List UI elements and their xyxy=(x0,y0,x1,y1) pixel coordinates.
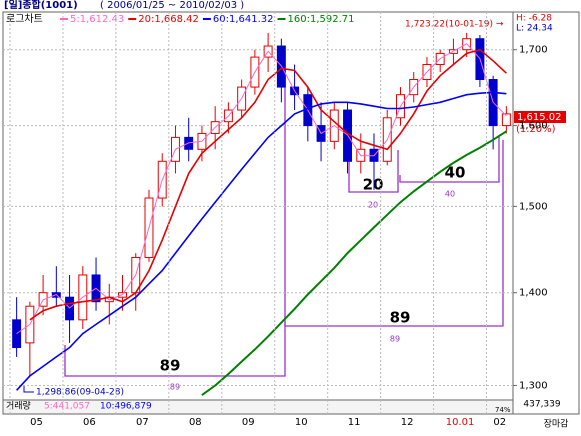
y-tick-label: 1,600 xyxy=(519,121,548,132)
cycle-label-small: 40 xyxy=(445,190,455,199)
right-axis-panel xyxy=(512,11,580,415)
ma-line xyxy=(29,48,507,321)
low-note-arrow xyxy=(23,386,34,393)
volume-ma10: 10:496,879 xyxy=(100,402,152,412)
volume-ratio: 74% xyxy=(495,406,511,414)
low-diff: L: 24.34 xyxy=(516,24,553,34)
y-tick-label: 1,700 xyxy=(519,45,548,56)
low-note: 1,298.86(09-04-28) xyxy=(36,388,124,398)
y-tick-label: 1,400 xyxy=(519,288,548,299)
y-tick-label: 1,300 xyxy=(519,380,548,391)
cycle-label: 89 xyxy=(390,309,411,327)
last-price-box xyxy=(514,111,566,123)
y-tick-label: 1,500 xyxy=(519,201,548,212)
high-diff: H: -6.28 xyxy=(516,14,552,24)
legend-entry: 20:1,668.42 xyxy=(138,14,199,25)
volume-ma5: 5:441,057 xyxy=(44,402,90,412)
cycle-label-small: 89 xyxy=(390,335,400,344)
cycle-label: 89 xyxy=(160,357,181,375)
x-tick-label: 10 xyxy=(295,417,308,428)
volume-last: 437,339 xyxy=(523,400,560,410)
plot-area xyxy=(3,32,513,396)
cycle-label: 20 xyxy=(363,176,384,194)
legend-entry: 160:1,592.71 xyxy=(288,14,355,25)
ma-line xyxy=(201,130,507,396)
cycle-label-small: 89 xyxy=(170,383,180,392)
volume-label: 거래량 xyxy=(6,400,31,412)
legend-entry: 60:1,641.32 xyxy=(213,14,274,25)
chart-title: [일]종합(1001) xyxy=(4,0,78,11)
candle-body xyxy=(501,113,511,127)
cycle-label: 40 xyxy=(445,164,466,182)
last-price: 1,615.02 xyxy=(517,112,562,123)
cycle-label-small: 20 xyxy=(368,201,378,210)
x-tick-label: 02 xyxy=(493,417,506,428)
x-tick-label: 07 xyxy=(136,417,149,428)
cycle-brackets xyxy=(64,75,504,377)
x-tick-label: 11 xyxy=(348,417,361,428)
ma-line xyxy=(16,91,507,391)
x-tick-label: 12 xyxy=(401,417,414,428)
ma-line xyxy=(16,43,507,335)
legend: 5:1,612.43 20:1,668.42 60:1,641.32 160:1,59… xyxy=(60,14,355,25)
x-tick-label: 05 xyxy=(30,417,43,428)
high-note: 1,723.22(10-01-19) → xyxy=(405,20,504,30)
change: (1.20%) xyxy=(516,124,556,135)
chart-subtitle: ( 2006/01/25 ~ 2010/02/03 ) xyxy=(100,0,244,11)
legend-entry: 5:1,612.43 xyxy=(70,14,124,25)
x-tick-label: 06 xyxy=(83,417,96,428)
footer: 장마감 xyxy=(544,418,569,430)
x-tick-label: 10.01 xyxy=(446,417,475,428)
x-tick-label: 08 xyxy=(189,417,202,428)
candle-body xyxy=(12,319,22,349)
scale-label: 로그차트 xyxy=(6,13,43,25)
x-tick-label: 09 xyxy=(242,417,255,428)
